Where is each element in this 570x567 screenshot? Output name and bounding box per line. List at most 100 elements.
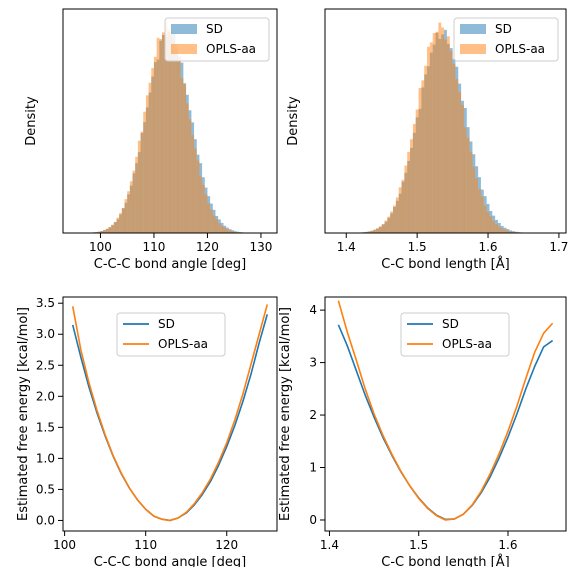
histogram-bar [452, 63, 456, 233]
histogram-bar [218, 223, 221, 233]
histogram-bar [103, 230, 106, 233]
histogram-bar [509, 231, 513, 233]
histogram-bar [367, 231, 371, 233]
y-tick-label: 1.5 [36, 420, 55, 434]
y-tick-label: 3.0 [36, 327, 55, 341]
series-OPLS-aa [359, 22, 521, 234]
histogram-bar [196, 160, 200, 233]
histogram-bar [463, 127, 467, 233]
y-tick-label: 4 [309, 303, 317, 317]
histogram-bar [172, 41, 176, 233]
legend-label: SD [206, 22, 223, 36]
histogram-bar [124, 199, 128, 233]
legend-label: SD [442, 317, 459, 331]
x-tick-label: 110 [142, 240, 165, 254]
histogram-bar [121, 207, 125, 233]
x-axis-label: C-C-C bond angle [deg] [94, 555, 246, 567]
legend-label: SD [158, 317, 175, 331]
axes-frame [324, 296, 567, 532]
histogram-bar [472, 166, 476, 233]
histogram-bar [393, 205, 396, 233]
chart-panel-bottom-right: 0 1 2 3 4 1.4 1.5 1.6 C-C bond length [Å] Estimat… [278, 296, 567, 567]
y-tick-label: 1 [309, 461, 317, 475]
y-tick-label: 0.5 [36, 482, 55, 496]
histogram-bar [418, 88, 422, 233]
histogram-bar [395, 197, 399, 233]
histogram-bar [111, 224, 114, 233]
histogram-bar [506, 230, 510, 233]
y-tick-label: 3 [309, 356, 317, 370]
histogram-bar [199, 176, 203, 233]
histogram-bar [129, 181, 133, 233]
histogram-bar [449, 51, 453, 234]
legend: SD OPLS-aa [400, 312, 510, 357]
x-tick-label: 1.6 [478, 240, 497, 254]
histogram-bar [390, 211, 394, 233]
histogram-bar [178, 58, 181, 233]
histogram-bar [161, 32, 165, 234]
series-line-OPLS-aa [337, 300, 554, 521]
histogram-bar [100, 230, 104, 233]
histogram-bar [512, 231, 515, 233]
chart-panel-bottom-left: 0.0 0.5 1.0 1.5 2.0 2.5 3.0 3.5 100 110 120 C-C-C b… [16, 296, 278, 567]
histogram-bar [127, 191, 130, 233]
histogram-bar [191, 135, 195, 233]
legend: SD OPLS-aa [453, 17, 559, 62]
histogram-bar [503, 229, 507, 233]
axes-frame [324, 8, 567, 234]
histogram-bar [435, 31, 439, 234]
histogram-bar [137, 140, 141, 233]
histogram-bar [188, 119, 192, 233]
histogram-bar [424, 65, 428, 233]
y-tick-label: 2.5 [36, 358, 55, 372]
histogram-bar [226, 229, 229, 233]
histogram-bar [175, 43, 179, 233]
histogram-bar [427, 46, 430, 233]
histogram-bar [381, 224, 385, 233]
x-tick-label: 1.6 [498, 538, 517, 552]
chart-panel-top-right: 1.4 1.5 1.6 1.7 C-C bond length [Å] Density SD… [286, 8, 568, 272]
histogram-bar [231, 231, 235, 233]
histogram-bar [228, 230, 232, 233]
histogram-bar [113, 221, 117, 233]
histogram-bar [404, 165, 408, 233]
histogram-bar [135, 156, 138, 233]
histogram-bar [186, 103, 189, 233]
histogram-bar [194, 148, 197, 233]
histogram-bar [143, 111, 146, 233]
histogram-bar [202, 185, 205, 233]
histogram-bar [223, 227, 227, 233]
histogram-bar [164, 22, 168, 233]
histogram-bar [455, 79, 459, 234]
legend-label: SD [495, 22, 512, 36]
histogram-bar [492, 220, 496, 233]
histogram-bar [140, 131, 144, 233]
histogram-bar [153, 56, 157, 233]
legend-label: OPLS-aa [495, 42, 545, 56]
x-tick-label: 110 [134, 538, 157, 552]
histogram-bar [220, 225, 224, 233]
histogram-bar [407, 151, 411, 233]
histogram-bar [489, 216, 493, 233]
y-tick-label: 2 [309, 408, 317, 422]
x-tick-label: 1.4 [337, 240, 356, 254]
x-tick-label: 130 [249, 240, 272, 254]
y-axis-label: Density [286, 96, 301, 146]
series-line-OPLS-aa [71, 304, 269, 522]
x-axis-label: C-C-C bond angle [deg] [94, 257, 246, 272]
y-tick-label: 1.0 [36, 451, 55, 465]
x-tick-label: 100 [89, 240, 112, 254]
histogram-bar [483, 205, 487, 233]
histogram-bar [151, 68, 154, 234]
histogram-bar [398, 187, 402, 233]
histogram-bar [116, 217, 120, 233]
histogram-bar [159, 38, 162, 234]
x-tick-label: 120 [196, 240, 219, 254]
x-axis-label: C-C bond length [Å] [381, 256, 509, 272]
legend-swatch [460, 44, 486, 54]
x-tick-label: 1.5 [409, 538, 428, 552]
histogram-bar [183, 84, 187, 233]
histogram-bar [370, 230, 374, 233]
histogram-bar [475, 178, 479, 233]
